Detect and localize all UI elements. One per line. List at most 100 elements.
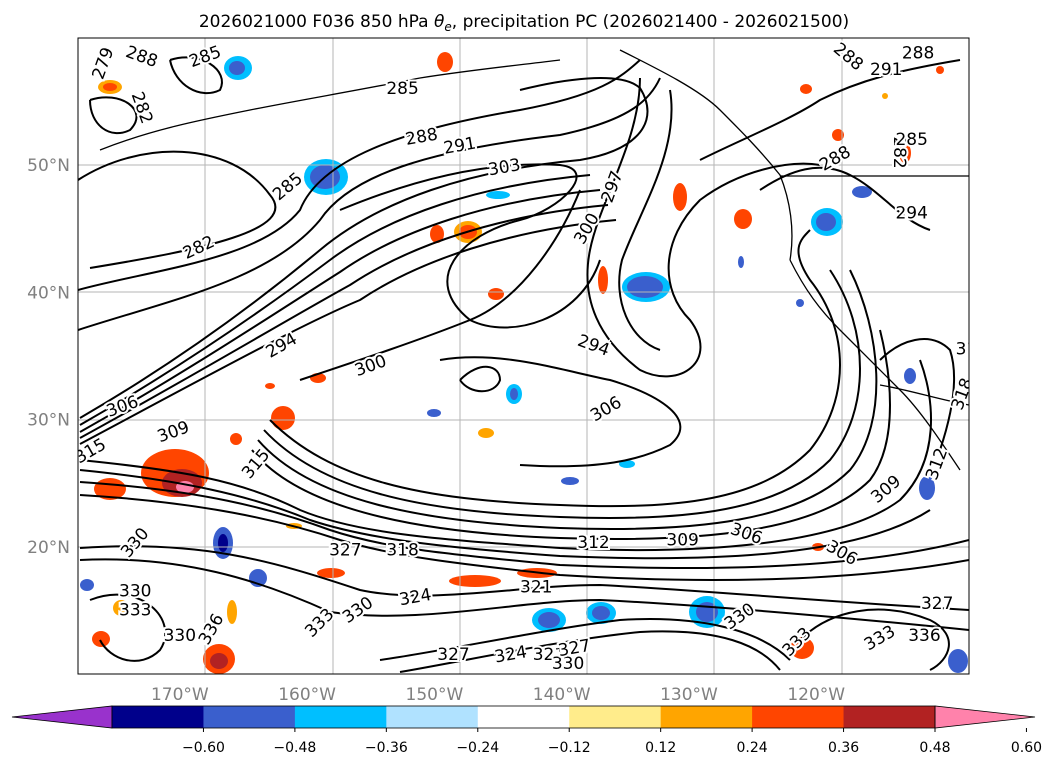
lon-tick-label: 160°W [278, 685, 336, 705]
precip-blob [738, 256, 744, 268]
colorbar-tick-label: 0.36 [828, 740, 859, 756]
contour-line [79, 189, 601, 433]
colorbar-swatch [112, 706, 204, 728]
precip-blob [734, 209, 752, 229]
colorbar-tick-label: −0.60 [182, 740, 225, 756]
contour-line [586, 77, 821, 378]
precip-blob [271, 406, 295, 430]
precip-blob [210, 653, 228, 669]
contour-line [79, 174, 591, 426]
precip-blob [619, 460, 635, 468]
colorbar-tick-label: −0.24 [456, 740, 499, 756]
colorbar-swatch [843, 706, 936, 728]
colorbar-swatch [660, 706, 753, 728]
map-frame [77, 37, 970, 675]
colorbar-frame [111, 705, 936, 729]
colorbar-tick-label: −0.48 [273, 740, 316, 756]
precip-blob [265, 383, 275, 389]
contour-label: 285 [386, 79, 418, 99]
colorbar-tick-label: −0.12 [548, 740, 591, 756]
precip-blob [488, 288, 504, 300]
precip-blob [904, 368, 916, 384]
precip-blob [627, 276, 663, 298]
contour-line [79, 494, 969, 581]
alaska-coast [99, 59, 561, 151]
contour-label: 294 [895, 204, 927, 224]
contour-line [339, 163, 601, 329]
contour-label: 291 [870, 60, 902, 80]
contour-line [78, 150, 277, 269]
precip-blob [103, 83, 117, 91]
contour-line [251, 329, 891, 540]
colorbar-extend-high [934, 705, 1036, 729]
colorbar-swatch [569, 706, 662, 728]
contour-line [439, 356, 682, 468]
theta-e-contours [78, 56, 969, 673]
precipitation-shading [80, 52, 968, 674]
contour-line [79, 469, 931, 560]
precip-blob [919, 476, 935, 500]
contour-label: 282 [889, 136, 909, 168]
precip-blob [800, 84, 812, 94]
contour-label: 330 [164, 626, 196, 646]
contour-line [169, 56, 223, 95]
lon-tick-label: 120°W [787, 685, 845, 705]
precip-blob [696, 602, 718, 622]
precip-blob [227, 600, 237, 624]
lat-tick-label: 50°N [27, 156, 70, 176]
lon-tick-label: 150°W [406, 685, 464, 705]
precip-blob [948, 649, 968, 673]
precip-blob [852, 186, 872, 198]
precip-blob [486, 191, 510, 199]
precip-blob [796, 299, 804, 307]
precip-blob [816, 213, 836, 231]
contour-label: 327 [921, 594, 953, 614]
lat-tick-label: 30°N [27, 411, 70, 431]
contour-label: 318 [386, 541, 418, 561]
precip-blob [430, 225, 444, 243]
canada-coast [619, 49, 793, 261]
precip-blob [218, 534, 228, 552]
precip-blob [437, 52, 453, 72]
precip-blob [92, 631, 110, 647]
contour-label: 327 [437, 645, 469, 665]
contour-line [269, 229, 841, 508]
contour-label: 327 [329, 541, 361, 561]
contour-line [89, 593, 167, 662]
precip-blob [882, 93, 888, 99]
chart-title: 2026021000 F036 850 hPa θe, precipitatio… [199, 12, 849, 34]
precip-colorbar: −0.60 −0.48 −0.36 −0.24 −0.12 0.12 0.24 0.36 0.4… [11, 705, 1042, 756]
precip-blob [80, 579, 94, 591]
precip-blob [592, 606, 610, 620]
precip-blob [229, 61, 245, 75]
colorbar-swatch [386, 706, 479, 728]
contour-line [79, 77, 649, 419]
contour-label: 31 [956, 340, 978, 360]
precip-blob [936, 66, 944, 74]
contour-label: 336 [908, 626, 940, 646]
coastlines [99, 49, 969, 471]
colorbar-tick-labels: −0.60 −0.48 −0.36 −0.24 −0.12 0.12 0.24 0.36 0.4… [182, 728, 1042, 756]
colorbar-swatch [203, 706, 296, 728]
us-west-coast [789, 259, 961, 471]
contour-label: 309 [666, 530, 698, 550]
contour-line [379, 618, 791, 661]
contour-label: 330 [552, 654, 584, 674]
precip-blob [449, 575, 501, 587]
contour-label: 321 [533, 645, 565, 665]
contour-line [459, 365, 501, 393]
contour-line [79, 545, 969, 611]
contour-label: 288 [902, 43, 934, 63]
contour-line [89, 96, 138, 135]
lon-tick-label: 140°W [533, 685, 591, 705]
contour-line [79, 558, 969, 631]
precip-blob [427, 409, 441, 417]
precip-blob [561, 477, 579, 485]
contour-line [759, 166, 931, 231]
precip-blob [230, 433, 242, 445]
contour-label: 321 [520, 578, 552, 598]
precip-blob [113, 600, 129, 616]
contour-line [879, 338, 956, 451]
